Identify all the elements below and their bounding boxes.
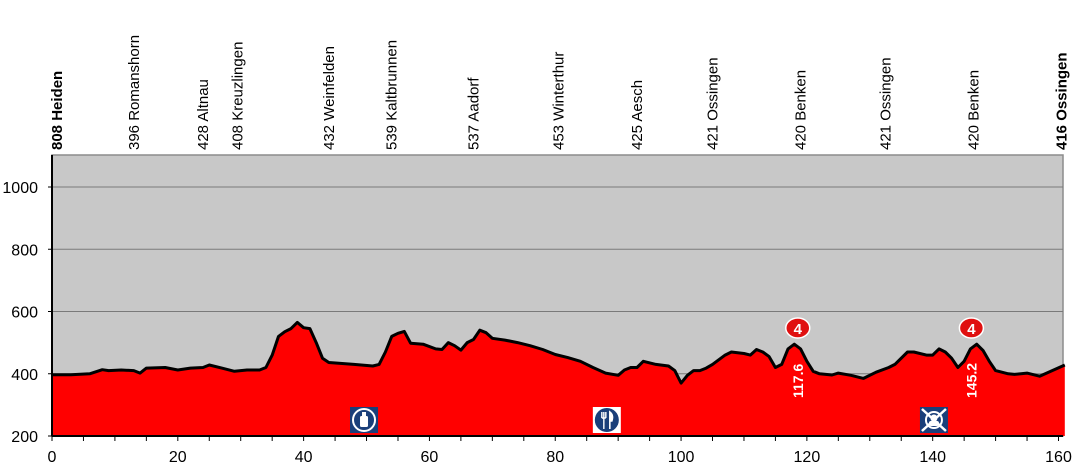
elevation-line (52, 320, 1066, 385)
place-label: 420 Benken (793, 70, 810, 150)
climb-marker: 4 117.6 (785, 317, 811, 398)
place-label: 420 Benken (966, 70, 983, 150)
x-tick-label: 100 (668, 449, 695, 466)
place-label: 539 Kaltbrunnen (384, 40, 401, 150)
climb-marker: 4 145.2 (958, 317, 985, 398)
place-label: 808 Heiden (49, 71, 66, 150)
y-axis-ticks: 200 400 600 800 1000 (2, 180, 52, 446)
service-icons (350, 407, 948, 433)
y-tick-label: 800 (11, 242, 38, 259)
place-label: 428 Altnau (195, 79, 212, 150)
x-tick-label: 0 (48, 449, 57, 466)
place-label: 425 Aesch (629, 80, 646, 150)
climb-category: 4 (794, 321, 803, 338)
x-tick-label: 160 (1045, 449, 1072, 466)
place-labels: 808 Heiden 396 Romanshorn 428 Altnau 408 Kr… (49, 35, 1071, 150)
water-bottle-icon (350, 407, 379, 433)
place-label: 416 Ossingen (1054, 52, 1071, 150)
place-label: 396 Romanshorn (126, 35, 143, 150)
y-tick-label: 600 (11, 305, 38, 322)
place-label: 432 Weinfelden (321, 46, 338, 150)
climb-category: 4 (967, 321, 976, 338)
climb-km-label: 145.2 (963, 363, 979, 398)
x-tick-label: 120 (794, 449, 821, 466)
x-tick-label: 80 (546, 449, 564, 466)
place-label: 453 Winterthur (550, 52, 567, 150)
place-label: 408 Kreuzlingen (230, 42, 247, 150)
y-tick-label: 400 (11, 367, 38, 384)
y-tick-label: 200 (11, 429, 38, 446)
category-badge-icon (785, 317, 811, 339)
no-feeding-icon (919, 407, 948, 433)
climb-markers: 4 117.6 4 145.2 (785, 317, 985, 398)
climb-km-label: 117.6 (790, 364, 806, 398)
x-tick-label: 40 (295, 449, 313, 466)
category-badge-icon (958, 317, 985, 339)
place-label: 537 Aadorf (466, 77, 483, 150)
feeding-zone-icon (592, 407, 621, 433)
x-tick-label: 60 (421, 449, 439, 466)
y-tick-label: 1000 (2, 180, 38, 197)
elevation-area (52, 322, 1065, 436)
x-axis-ticks: 0 20 40 60 80 100 120 140 160 (48, 436, 1072, 466)
place-label: 421 Ossingen (878, 57, 895, 150)
x-tick-label: 20 (169, 449, 187, 466)
x-tick-label: 140 (919, 449, 946, 466)
place-label: 421 Ossingen (705, 57, 722, 150)
